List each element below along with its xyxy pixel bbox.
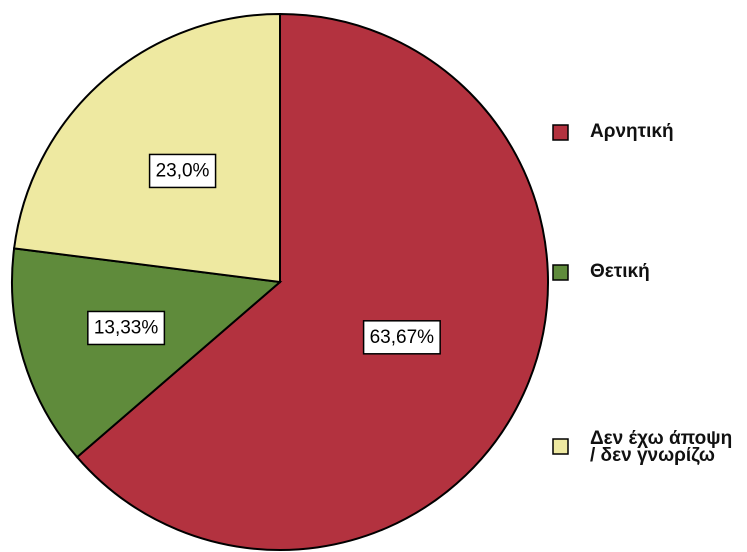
- value-label: 63,67%: [370, 327, 435, 348]
- legend-label: Θετική: [590, 261, 650, 282]
- legend-swatch: [552, 438, 569, 455]
- value-label-box: [362, 320, 441, 355]
- legend-label: Αρνητική: [590, 121, 674, 142]
- pie-slice: [11, 247, 283, 459]
- value-label: 13,33%: [94, 317, 159, 338]
- legend-swatch: [552, 264, 569, 281]
- value-label-box: [148, 153, 217, 189]
- pie-slice: [75, 12, 549, 551]
- value-label: 23,0%: [156, 160, 210, 181]
- legend-swatch: [552, 124, 569, 141]
- legend-label: Δεν έχω άποψη / δεν γνωρίζω: [590, 428, 733, 466]
- value-label-box: [87, 310, 166, 346]
- pie-slice: [12, 12, 281, 284]
